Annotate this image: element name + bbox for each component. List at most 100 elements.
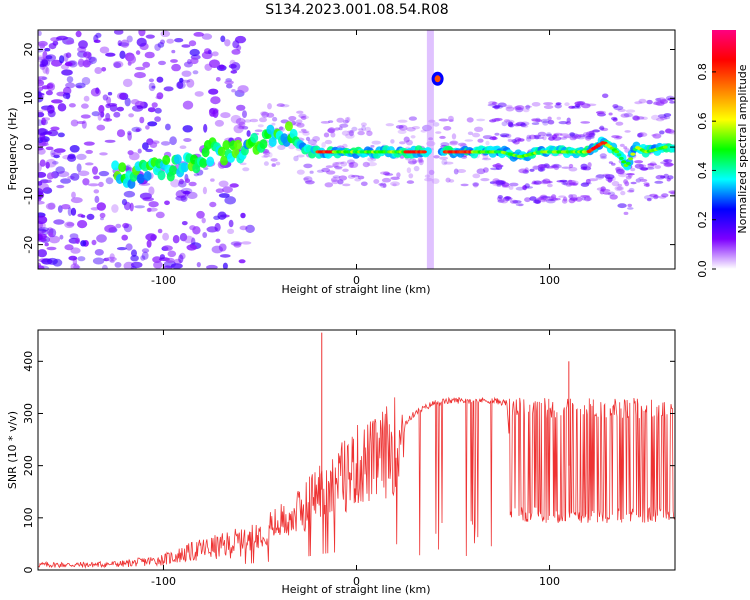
spectrogram-harmonic-blob [612,104,619,109]
spectrogram-noise-blob [119,92,129,101]
spectrogram-noise-blob [38,163,42,172]
spectrogram-harmonic-blob [492,105,501,109]
spectrogram-noise-blob [215,238,221,244]
spectrogram-scatter-blob [271,163,276,167]
spectrogram-harmonic-blob [657,114,667,119]
spectrogram-harmonic-blob [521,125,529,128]
spectrogram-harmonic-blob [537,164,547,169]
spectrogram-harmonic-blob [565,181,576,186]
spectrogram-harmonic-blob [493,180,501,185]
spectrogram-harmonic-blob [647,163,658,166]
spectrogram-scatter-blob [472,132,481,138]
spectrogram-harmonic-blob [569,197,578,201]
colorbar-gradient [712,30,736,269]
spectrogram-scatter-blob [373,179,380,184]
spectrogram-y-tick-label: 10 [22,91,35,105]
spectrogram-noise-blob [160,39,165,45]
spectrogram-scatter-blob [296,169,305,175]
spectrogram-noise-blob [145,233,157,241]
spectrogram-harmonic-blob [659,130,665,135]
spectrogram-noise-blob [179,233,188,242]
colorbar-tick-label: 0.2 [696,211,709,229]
spectrogram-scatter-blob [418,158,424,166]
spectrogram-scatter-blob [338,175,348,181]
spectrogram-noise-blob [81,103,89,109]
spectrogram-noise-blob [56,184,65,189]
spectrogram-noise-blob [60,178,72,184]
spectrogram-noise-blob [113,62,122,69]
spectrogram-noise-blob [70,247,81,254]
spectrogram-ridge-outer [220,155,229,166]
spectrogram-scatter-blob [408,173,414,179]
spectrogram-noise-blob [38,30,42,36]
spectrogram-harmonic-blob [608,112,613,116]
spectrogram-noise-blob [222,262,228,269]
spectrogram-scatter-blob [349,161,359,168]
spectrogram-harmonic-blob [564,102,570,107]
spectrogram-harmonic-blob [496,184,502,187]
spectrogram-noise-blob [171,49,176,54]
spectrogram-scatter-blob [300,128,307,132]
spectrogram-scatter-blob [270,158,278,162]
spectrogram-harmonic-blob [663,162,674,168]
spectrogram-noise-blob [181,221,188,226]
spectrogram-noise-blob [230,70,238,74]
spectrogram-scatter-blob [378,183,384,186]
spectrogram-noise-blob [38,228,47,234]
spectrogram-noise-blob [38,48,44,53]
spectrogram-noise-blob [72,257,78,266]
spectrogram-noise-blob [130,255,139,262]
spectrogram-harmonic-blob [554,103,562,109]
snr-panel: -100 0 100 0 100 200 300 400 Height of straigh… [6,329,676,596]
spectrogram-scatter-blob [443,126,452,131]
spectrogram-noise-blob [194,91,204,97]
spectrogram-noise-blob [128,113,135,118]
spectrogram-noise-blob [81,77,91,85]
spectrogram-noise-blob [157,42,165,48]
spectrogram-noise-blob [217,211,227,220]
spectrogram-harmonic-blob [545,133,553,137]
spectrogram-harmonic-blob [615,168,625,173]
spectrogram-harmonic-blob [596,174,606,179]
spectrogram-x-label: Height of straight line (km) [281,283,430,296]
spectrogram-noise-blob [38,76,47,81]
spectrogram-harmonic-blob [647,198,652,202]
spectrogram-harmonic-blob [652,133,662,139]
spectrogram-noise-blob [116,92,127,100]
spectrogram-noise-blob [65,52,72,58]
spectrogram-noise-blob [209,201,217,208]
spectrogram-harmonic-blob [653,195,659,200]
spectrogram-noise-blob [119,50,126,59]
spectrogram-noise-blob [170,179,181,188]
spectrogram-harmonic-blob [614,185,624,192]
spectrogram-scatter-blob [340,161,348,167]
spectrogram-noise-blob [38,215,48,225]
spectrogram-noise-blob [156,92,164,100]
spectrogram-noise-blob [81,120,87,129]
spectrogram-noise-blob [66,222,75,227]
spectrogram-scatter-blob [473,182,479,188]
spectrogram-noise-blob [154,116,162,122]
spectrogram-scatter-blob [280,104,290,108]
spectrogram-x-ticks: -100 0 100 [151,30,560,287]
spectrogram-noise-blob [123,190,136,198]
spectrogram-harmonic-blob [573,134,582,139]
spectrogram-noise-blob [210,96,221,105]
spectrogram-noise-blob [98,181,104,188]
colorbar-tick-label: 0.4 [696,162,709,180]
spectrogram-noise-blob [144,51,155,59]
spectrogram-harmonic-blob [524,167,529,173]
spectrogram-scatter-blob [360,181,368,187]
snr-y-label: SNR (10 * v/v) [6,411,19,489]
spectrogram-noise-blob [94,195,100,203]
spectrogram-noise-blob [102,94,109,101]
spectrogram-harmonic-blob [537,197,544,200]
spectrogram-scatter-blob [342,168,349,172]
spectrogram-side-feature-core [434,75,441,83]
spectrogram-noise-blob [215,77,221,82]
spectrogram-scatter-blob [324,182,334,188]
spectrogram-noise-blob [139,116,145,124]
spectrogram-scatter-blob [330,132,336,138]
spectrogram-noise-blob [141,251,149,260]
spectrogram-noise-blob [186,78,195,88]
